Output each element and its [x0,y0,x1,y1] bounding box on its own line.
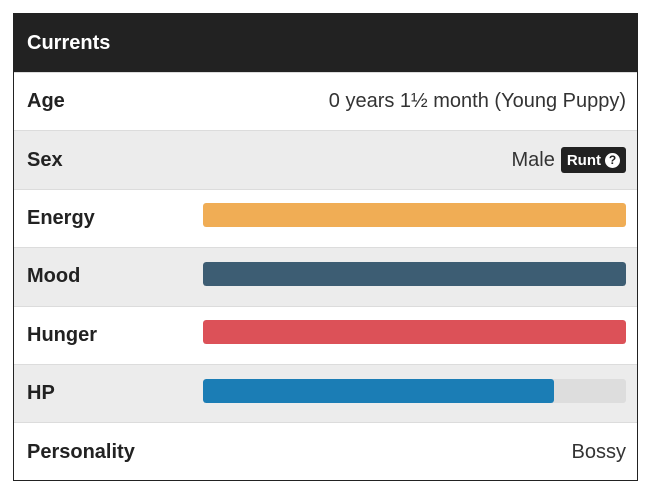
hunger-bar-fill [203,320,626,345]
age-label: Age [27,90,65,113]
age-value: 0 years 1½ month (Young Puppy) [328,90,626,113]
currents-panel: Currents Age 0 years 1½ month (Young Pup… [13,13,638,481]
row-hunger: Hunger [14,305,637,364]
row-hp: HP [14,363,637,423]
mood-bar [203,261,626,286]
sex-value-wrap: Male Runt ? [511,147,626,174]
sex-label: Sex [27,148,63,171]
runt-badge[interactable]: Runt ? [560,147,626,174]
row-age: Age 0 years 1½ month (Young Puppy) [14,72,637,130]
mood-label: Mood [27,265,81,288]
hp-bar-fill [203,378,555,403]
row-mood: Mood [14,247,637,306]
hp-label: HP [27,382,55,405]
hunger-label: Hunger [27,323,97,346]
row-sex: Sex Male Runt ? [14,130,637,189]
question-circle-icon[interactable]: ? [605,152,620,168]
hunger-bar [203,320,626,345]
row-energy: Energy [14,188,637,247]
runt-badge-label: Runt [566,151,601,169]
energy-bar-fill [203,203,626,228]
sex-value: Male [511,148,555,171]
mood-bar-fill [203,261,626,286]
panel-title: Currents [14,14,637,72]
row-personality: Personality Bossy [14,422,637,480]
energy-bar [203,203,626,228]
personality-value: Bossy [571,440,626,463]
energy-label: Energy [27,206,95,229]
personality-label: Personality [27,440,135,463]
hp-bar [203,378,626,403]
